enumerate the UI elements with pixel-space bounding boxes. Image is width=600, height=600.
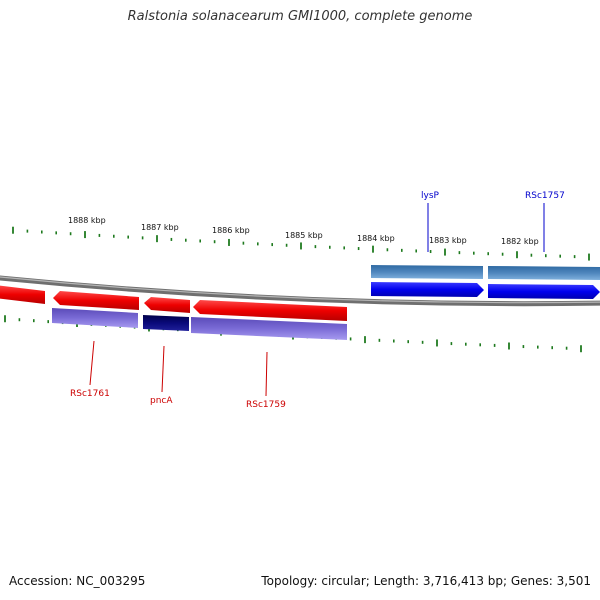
gene-band-pncA[interactable]	[143, 315, 189, 331]
cds-arrow-RSc1761[interactable]	[53, 291, 139, 310]
scale-label-1884: 1884 kbp	[357, 234, 395, 243]
gene-label-RSc1759[interactable]: RSc1759	[246, 400, 286, 410]
scale-label-1887: 1887 kbp	[141, 223, 179, 232]
scale-label-1885: 1885 kbp	[285, 231, 323, 240]
cds-arrow-lysP[interactable]	[371, 282, 484, 297]
gene-band-lysP[interactable]	[371, 265, 483, 279]
genome-title: Ralstonia solanacearum GMI1000, complete…	[127, 9, 473, 24]
gene-label-RSc1757[interactable]: RSc1757	[525, 191, 565, 201]
genome-backbone-highlight	[0, 276, 600, 304]
leader-line-RSc1761	[89, 340, 95, 386]
leader-line-RSc1759	[265, 351, 268, 397]
cds-arrow-pncA[interactable]	[144, 297, 190, 313]
genome-backbone	[0, 275, 600, 307]
gene-band-RSc1757[interactable]	[488, 266, 600, 280]
scale-label-1886: 1886 kbp	[212, 226, 250, 235]
gene-label-RSc1761[interactable]: RSc1761	[70, 389, 110, 399]
gene-label-pncA[interactable]: pncA	[150, 396, 173, 406]
leader-line-pncA	[161, 345, 165, 393]
gene-label-lysP[interactable]: lysP	[421, 191, 440, 201]
accession-label: Accession: NC_003295	[9, 574, 146, 588]
cds-arrow-partial-left[interactable]	[0, 285, 45, 304]
cds-arrow-RSc1757[interactable]	[488, 284, 600, 299]
scale-label-1888: 1888 kbp	[68, 216, 106, 225]
cds-arrow-RSc1759[interactable]	[193, 300, 347, 321]
genome-summary: Topology: circular; Length: 3,716,413 bp…	[261, 574, 591, 588]
gene-band-RSc1761[interactable]	[52, 308, 138, 328]
outer-tick-marks	[12, 226, 590, 261]
scale-label-1883: 1883 kbp	[429, 236, 467, 245]
scale-label-1882: 1882 kbp	[501, 237, 539, 246]
gene-band-RSc1759[interactable]	[191, 317, 347, 340]
